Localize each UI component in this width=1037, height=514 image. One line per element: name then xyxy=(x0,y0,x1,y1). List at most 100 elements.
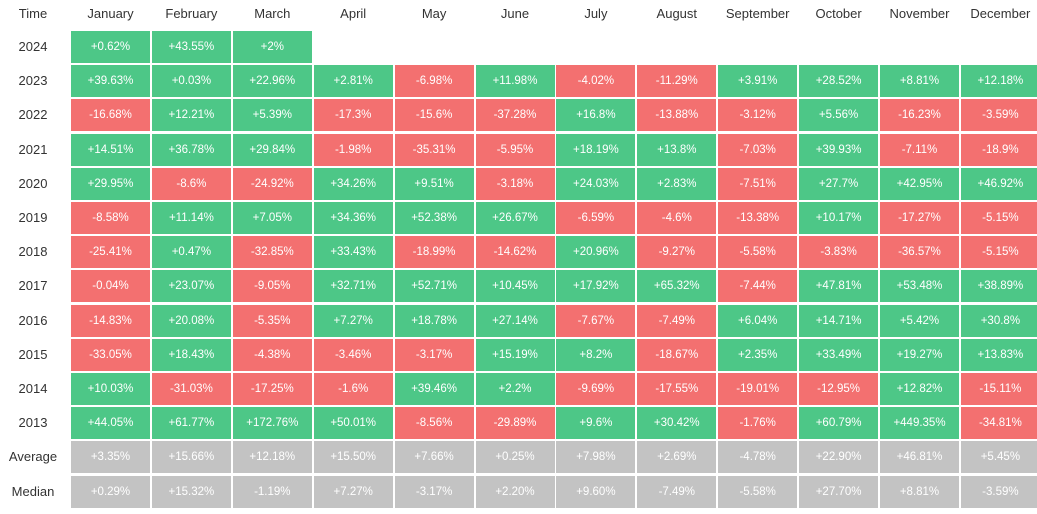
column-header-october: October xyxy=(815,6,862,21)
cell-2022-november: -16.23% xyxy=(880,99,959,132)
cell-2023-october: +28.52% xyxy=(799,65,879,98)
cell-2021-february: +36.78% xyxy=(151,133,231,166)
row-label-2018: 2018 xyxy=(18,244,48,260)
header-time: Time xyxy=(18,6,48,21)
cell-median-february: +15.32% xyxy=(151,475,231,508)
cell-2015-february: +18.43% xyxy=(151,338,231,371)
cell-2013-may: -8.56% xyxy=(394,407,474,440)
cell-2017-june: +10.45% xyxy=(475,270,555,303)
cell-2016-february: +20.08% xyxy=(151,304,231,337)
cell-average-may: +7.66% xyxy=(394,441,474,474)
cell-median-july: +9.60% xyxy=(556,475,636,508)
cell-2018-august: -9.27% xyxy=(637,236,717,269)
cell-2017-february: +23.07% xyxy=(151,270,231,303)
cell-2014-february: -31.03% xyxy=(151,373,231,405)
cell-2020-april: +34.26% xyxy=(313,167,393,200)
row-label-2024: 2024 xyxy=(18,39,48,54)
cell-2018-february: +0.47% xyxy=(151,236,231,269)
cell-median-september: -5.58% xyxy=(718,475,798,508)
cell-2022-february: +12.21% xyxy=(151,99,231,132)
column-header-february: February xyxy=(165,6,218,21)
row-label-2017: 2017 xyxy=(18,278,48,294)
cell-2013-august: +30.42% xyxy=(637,407,717,440)
cell-2019-october: +10.17% xyxy=(799,202,879,234)
cell-2016-september: +6.04% xyxy=(718,304,798,337)
cell-2017-april: +32.71% xyxy=(313,270,393,303)
cell-2018-april: +33.43% xyxy=(313,236,393,269)
cell-median-november: +8.81% xyxy=(880,475,959,508)
cell-2018-november: -36.57% xyxy=(880,236,959,269)
cell-2021-june: -5.95% xyxy=(475,133,555,166)
cell-2017-july: +17.92% xyxy=(556,270,636,303)
column-header-december: December xyxy=(970,6,1031,21)
cell-2014-august: -17.55% xyxy=(637,373,717,405)
cell-2013-july: +9.6% xyxy=(556,407,636,440)
cell-average-march: +12.18% xyxy=(232,441,312,474)
cell-2018-may: -18.99% xyxy=(394,236,474,269)
cell-2019-february: +11.14% xyxy=(151,202,231,234)
cell-2014-january: +10.03% xyxy=(71,373,150,405)
cell-2018-october: -3.83% xyxy=(799,236,879,269)
cell-2022-august: -13.88% xyxy=(637,99,717,132)
cell-2014-november: +12.82% xyxy=(880,373,959,405)
cell-2013-june: -29.89% xyxy=(475,407,555,440)
row-label-median: Median xyxy=(11,483,55,499)
cell-2015-january: -33.05% xyxy=(71,338,150,371)
cell-average-october: +22.90% xyxy=(799,441,879,474)
cell-2022-september: -3.12% xyxy=(718,99,798,132)
cell-2017-december: +38.89% xyxy=(960,270,1037,303)
cell-median-march: -1.19% xyxy=(232,475,312,508)
cell-2021-november: -7.11% xyxy=(880,133,959,166)
cell-median-january: +0.29% xyxy=(71,475,150,508)
cell-2017-august: +65.32% xyxy=(637,270,717,303)
row-label-2020: 2020 xyxy=(18,175,48,191)
cell-2015-december: +13.83% xyxy=(960,338,1037,371)
column-header-november: November xyxy=(889,6,950,21)
cell-2016-may: +18.78% xyxy=(394,304,474,337)
cell-median-april: +7.27% xyxy=(313,475,393,508)
cell-2013-december: -34.81% xyxy=(960,407,1037,440)
cell-2014-may: +39.46% xyxy=(394,373,474,405)
cell-2019-april: +34.36% xyxy=(313,202,393,234)
cell-2016-june: +27.14% xyxy=(475,304,555,337)
cell-2021-august: +13.8% xyxy=(637,133,717,166)
cell-2016-august: -7.49% xyxy=(637,304,717,337)
cell-2020-january: +29.95% xyxy=(71,167,150,200)
cell-median-may: -3.17% xyxy=(394,475,474,508)
cell-2021-july: +18.19% xyxy=(556,133,636,166)
cell-2020-september: -7.51% xyxy=(718,167,798,200)
column-header-april: April xyxy=(340,6,367,21)
cell-2015-november: +19.27% xyxy=(880,338,959,371)
cell-2019-september: -13.38% xyxy=(718,202,798,234)
cell-2019-january: -8.58% xyxy=(71,202,150,234)
cell-2014-july: -9.69% xyxy=(556,373,636,405)
column-header-may: May xyxy=(421,6,447,21)
cell-2020-february: -8.6% xyxy=(151,167,231,200)
cell-2022-october: +5.56% xyxy=(799,99,879,132)
cell-2019-december: -5.15% xyxy=(960,202,1037,234)
cell-2021-march: +29.84% xyxy=(232,133,312,166)
cell-2021-december: -18.9% xyxy=(960,133,1037,166)
cell-2023-march: +22.96% xyxy=(232,65,312,98)
cell-2015-august: -18.67% xyxy=(637,338,717,371)
cell-2023-april: +2.81% xyxy=(313,65,393,98)
cell-2017-march: -9.05% xyxy=(232,270,312,303)
cell-2017-january: -0.04% xyxy=(71,270,150,303)
cell-2013-march: +172.76% xyxy=(232,407,312,440)
cell-2021-may: -35.31% xyxy=(394,133,474,166)
row-label-2022: 2022 xyxy=(18,107,48,123)
cell-2015-april: -3.46% xyxy=(313,338,393,371)
column-header-july: July xyxy=(584,6,608,21)
cell-2023-january: +39.63% xyxy=(71,65,150,98)
cell-2018-december: -5.15% xyxy=(960,236,1037,269)
cell-2018-january: -25.41% xyxy=(71,236,150,269)
cell-2020-august: +2.83% xyxy=(637,167,717,200)
cell-average-july: +7.98% xyxy=(556,441,636,474)
row-label-2019: 2019 xyxy=(18,210,48,225)
cell-average-december: +5.45% xyxy=(960,441,1037,474)
column-header-march: March xyxy=(254,6,291,21)
cell-2021-april: -1.98% xyxy=(313,133,393,166)
cell-2013-november: +449.35% xyxy=(880,407,959,440)
cell-2022-july: +16.8% xyxy=(556,99,636,132)
row-label-2021: 2021 xyxy=(18,141,48,157)
